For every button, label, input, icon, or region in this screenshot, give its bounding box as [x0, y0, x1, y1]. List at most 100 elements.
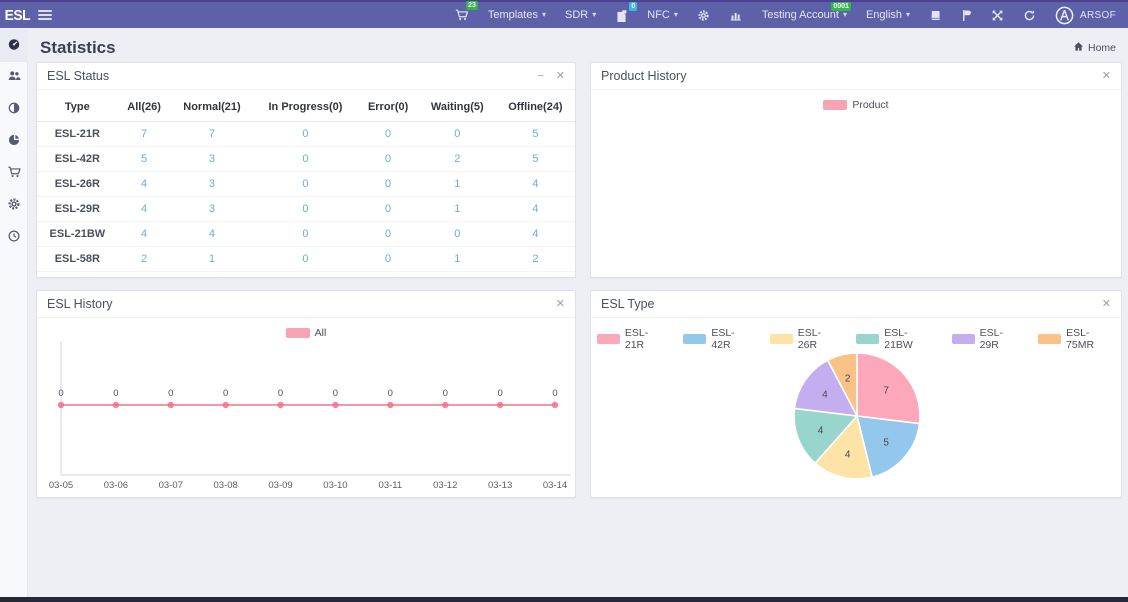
menu-toggle-icon[interactable]: [38, 8, 52, 22]
status-count-link[interactable]: 0: [253, 171, 358, 197]
panel-esl-status: ESL Status − ✕ Type All(26) Normal(21) In P…: [36, 62, 576, 278]
status-count-link[interactable]: 4: [117, 221, 171, 247]
status-count-link[interactable]: 7: [170, 121, 254, 147]
sdr-menu[interactable]: SDR ▾: [565, 9, 596, 21]
svg-text:03-12: 03-12: [433, 480, 457, 491]
status-count-link[interactable]: 5: [495, 146, 575, 172]
status-count-link[interactable]: 2: [418, 146, 496, 172]
legend-swatch: [769, 334, 793, 344]
refresh-button[interactable]: [1023, 9, 1036, 22]
status-count-link[interactable]: 3: [170, 146, 254, 172]
avatar: [1055, 6, 1074, 25]
sidebar-item-users[interactable]: [0, 62, 28, 94]
legend-swatch: [597, 334, 620, 344]
legend-item[interactable]: ESL-75MR: [1038, 327, 1115, 351]
close-icon[interactable]: ✕: [1101, 297, 1111, 310]
status-count-link[interactable]: 1: [418, 171, 496, 197]
legend-label: All: [314, 327, 327, 339]
fullscreen-button[interactable]: [991, 9, 1004, 22]
column-header: Waiting(5): [418, 92, 496, 122]
main-content: Statistics Home ESL Status − ✕ Type All(2…: [28, 30, 1128, 597]
legend-item[interactable]: ESL-21BW: [856, 327, 933, 351]
status-count-link[interactable]: 0: [253, 246, 358, 272]
legend-item[interactable]: Product: [823, 99, 889, 111]
table-row: ESL-21BW 4 4 0 0 0 4: [37, 221, 575, 247]
legend-label: ESL-42R: [711, 327, 735, 351]
status-count-link[interactable]: 5: [495, 121, 575, 147]
legend-label: ESL-21R: [624, 327, 649, 351]
close-icon[interactable]: ✕: [555, 297, 565, 310]
status-count-link[interactable]: 4: [117, 171, 171, 197]
status-count-link[interactable]: 0: [253, 146, 358, 172]
status-count-link[interactable]: 0: [357, 246, 419, 272]
legend-label: ESL-29R: [979, 327, 1003, 351]
legend-item[interactable]: All: [285, 327, 327, 339]
templates-menu[interactable]: Templates ▾: [488, 9, 546, 21]
app-logo[interactable]: ESL: [4, 6, 31, 24]
status-count-link[interactable]: 0: [357, 171, 419, 197]
status-count-link[interactable]: 4: [495, 221, 575, 247]
status-count-link[interactable]: 1: [418, 246, 496, 272]
status-count-link[interactable]: 0: [418, 121, 496, 147]
cart-count-badge: 23: [466, 1, 478, 10]
sidebar-item-tags[interactable]: [0, 126, 28, 158]
sidebar-item-settings[interactable]: [0, 190, 28, 222]
statistics-button[interactable]: [729, 9, 743, 22]
account-menu[interactable]: Testing Account ▾ 0001: [762, 2, 851, 21]
status-count-link[interactable]: 1: [418, 196, 496, 222]
status-count-link[interactable]: 2: [117, 246, 171, 272]
status-count-link[interactable]: 4: [495, 171, 575, 197]
legend-item[interactable]: ESL-21R: [597, 327, 665, 351]
svg-text:0: 0: [388, 388, 393, 399]
status-count-link[interactable]: 0: [357, 121, 419, 147]
breadcrumb[interactable]: Home: [1073, 41, 1116, 55]
sidebar-item-label[interactable]: [0, 94, 28, 126]
flag-p-button[interactable]: [961, 9, 972, 22]
close-icon[interactable]: ✕: [1101, 69, 1111, 82]
sidebar-item-history[interactable]: [0, 222, 28, 254]
sidebar-item-dashboard[interactable]: [0, 30, 28, 62]
settings-button[interactable]: [697, 9, 710, 22]
manual-button[interactable]: [929, 9, 942, 22]
status-count-link[interactable]: 0: [418, 221, 496, 247]
sidebar-item-cart[interactable]: [0, 158, 28, 190]
legend-item[interactable]: ESL-26R: [769, 327, 838, 351]
status-count-link[interactable]: 2: [495, 246, 575, 272]
user-name: ARSOF: [1080, 9, 1116, 21]
esl-type-label: ESL-29R: [37, 196, 118, 222]
svg-text:4: 4: [818, 425, 824, 436]
column-header: Offline(24): [495, 92, 575, 122]
close-icon[interactable]: ✕: [555, 69, 565, 82]
table-row: ESL-21R 7 7 0 0 0 5: [37, 121, 575, 147]
minimize-icon[interactable]: −: [537, 69, 544, 82]
status-count-link[interactable]: 0: [253, 196, 358, 222]
panel-title: ESL Type: [601, 297, 655, 311]
status-count-link[interactable]: 4: [117, 196, 171, 222]
card-button[interactable]: 0: [615, 1, 638, 22]
language-menu[interactable]: English ▾: [866, 9, 910, 21]
status-count-link[interactable]: 5: [117, 146, 171, 172]
status-count-link[interactable]: 1: [170, 246, 254, 272]
table-row: ESL-26R 4 3 0 0 1 4: [37, 171, 575, 197]
nfc-menu[interactable]: NFC ▾: [647, 9, 678, 21]
cart-button[interactable]: 23: [454, 1, 478, 22]
table-row: ESL-58R 2 1 0 0 1 2: [37, 246, 575, 272]
esl-type-label: ESL-58R: [37, 246, 118, 272]
svg-text:03-14: 03-14: [543, 480, 567, 491]
status-count-link[interactable]: 4: [495, 196, 575, 222]
status-count-link[interactable]: 4: [170, 221, 254, 247]
status-count-link[interactable]: 3: [170, 171, 254, 197]
account-count-badge: 0001: [831, 2, 851, 11]
status-count-link[interactable]: 0: [253, 121, 358, 147]
status-count-link[interactable]: 0: [253, 221, 358, 247]
status-count-link[interactable]: 0: [357, 221, 419, 247]
legend-item[interactable]: ESL-29R: [951, 327, 1020, 351]
status-count-link[interactable]: 7: [117, 121, 171, 147]
status-count-link[interactable]: 0: [357, 146, 419, 172]
table-header-row: Type All(26) Normal(21) In Progress(0) Error…: [37, 92, 575, 122]
legend-item[interactable]: ESL-42R: [683, 327, 751, 351]
svg-text:03-07: 03-07: [159, 480, 183, 491]
status-count-link[interactable]: 3: [170, 196, 254, 222]
user-menu[interactable]: ARSOF: [1055, 6, 1116, 25]
status-count-link[interactable]: 0: [357, 196, 419, 222]
